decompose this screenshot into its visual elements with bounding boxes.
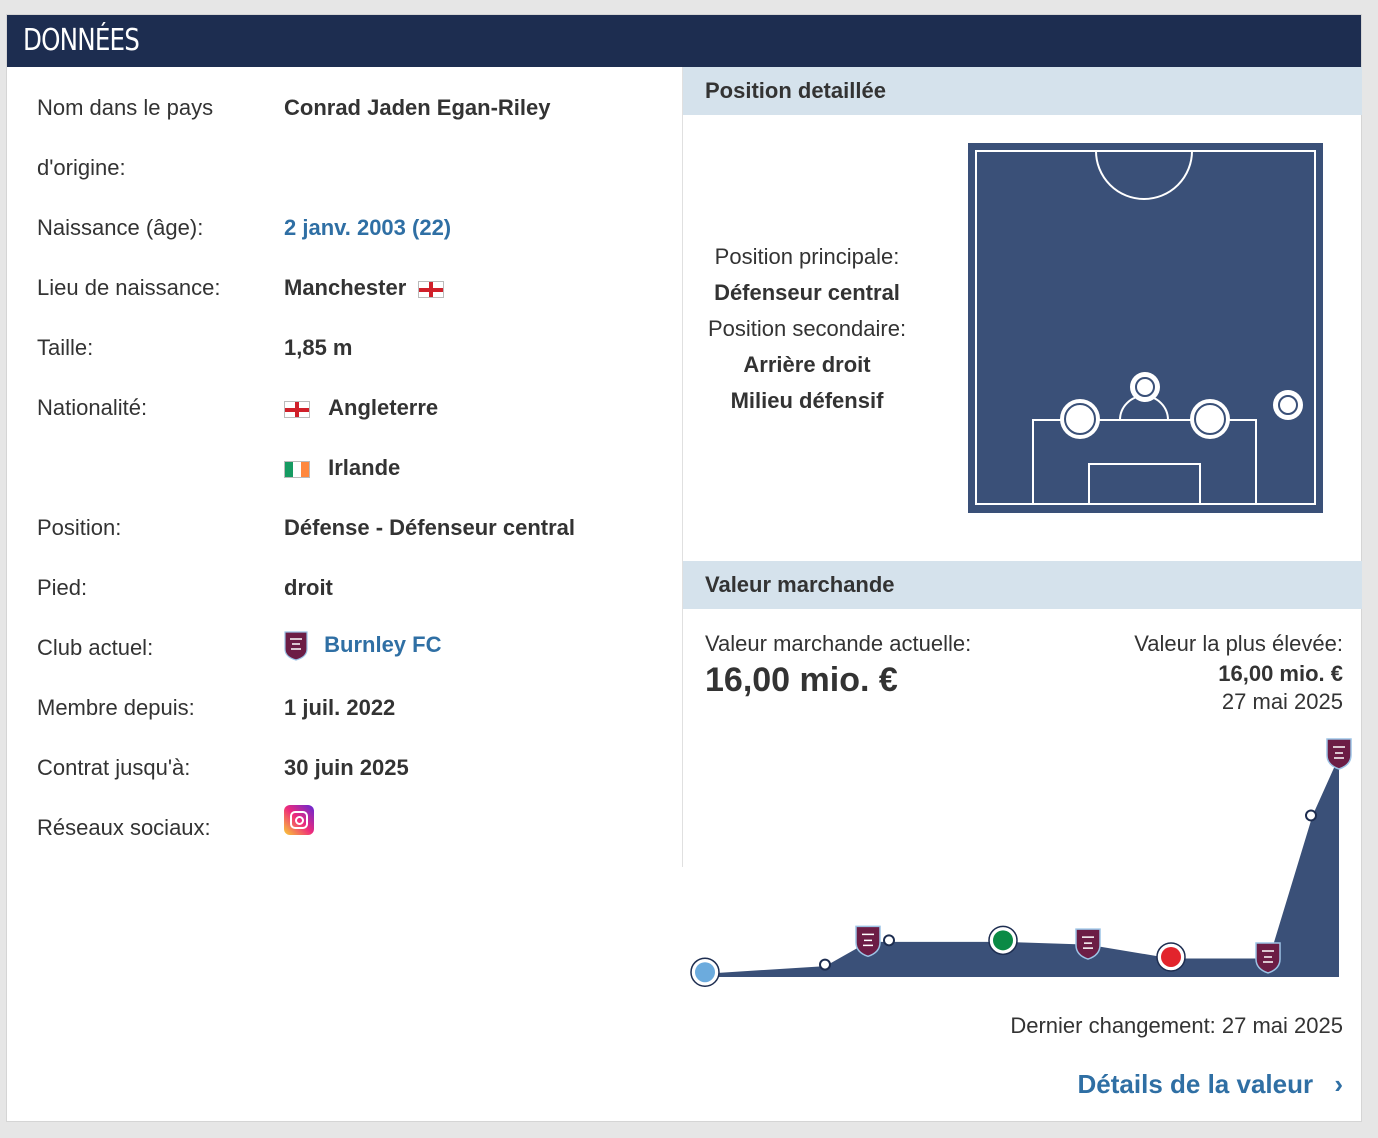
ireland-flag-icon xyxy=(284,460,310,478)
label-joined: Membre depuis: xyxy=(37,695,195,720)
current-club-link[interactable]: Burnley FC xyxy=(324,631,442,657)
england-flag-icon xyxy=(284,400,310,418)
market-value-chart[interactable] xyxy=(683,737,1363,997)
position-section-title: Position detaillée xyxy=(705,78,886,103)
label-birthplace: Lieu de naissance: xyxy=(37,275,221,300)
chart-line xyxy=(704,752,1341,974)
current-club[interactable]: Burnley FC xyxy=(284,631,441,661)
section-title: DONNÉES xyxy=(23,23,140,58)
current-value-label: Valeur marchande actuelle: xyxy=(705,631,972,656)
position-details: Position principale: Défenseur central P… xyxy=(683,239,931,419)
burnley-crest-icon xyxy=(284,631,308,661)
chart-point-club-man-city[interactable] xyxy=(690,957,720,987)
joined-value: 1 juil. 2022 xyxy=(284,695,396,720)
player-data-card: DONNÉES Nom dans le pays d'origine: Conr… xyxy=(6,14,1362,1122)
contract-value: 30 juin 2025 xyxy=(284,755,409,780)
label-nationality: Nationalité: xyxy=(37,395,148,420)
position-marker-dm xyxy=(1130,372,1160,402)
birthplace-text: Manchester xyxy=(284,275,407,300)
social-links xyxy=(284,805,314,841)
position-value: Défense - Défenseur central xyxy=(284,515,575,540)
value-native-name: Conrad Jaden Egan-Riley xyxy=(284,95,551,120)
chart-point[interactable] xyxy=(819,958,831,971)
label-birth: Naissance (âge): xyxy=(37,215,204,240)
column-divider xyxy=(682,67,683,867)
last-change-text: Dernier changement: 27 mai 2025 xyxy=(1010,1013,1343,1038)
chart-point[interactable] xyxy=(1305,809,1317,822)
england-flag-icon xyxy=(418,280,445,298)
label-social: Réseaux sociaux: xyxy=(37,815,211,840)
facts-panel: Nom dans le pays d'origine: Conrad Jaden… xyxy=(7,67,683,1123)
current-value: 16,00 mio. € xyxy=(705,661,898,699)
label-position: Position: xyxy=(37,515,122,540)
secondary-position-2: Milieu défensif xyxy=(730,388,884,413)
label-height: Taille: xyxy=(37,335,94,360)
market-value-header: Valeur marchande xyxy=(683,561,1362,609)
chart-point-club-burnley[interactable] xyxy=(1326,738,1352,770)
foot-value: droit xyxy=(284,575,333,600)
nationality-1: Angleterre xyxy=(284,395,438,421)
label-current-club: Club actuel: xyxy=(37,635,154,660)
value-details-link-text: Détails de la valeur xyxy=(1077,1069,1314,1099)
right-panel: Position detaillée Position principale: … xyxy=(683,67,1363,1123)
highest-value-date: 27 mai 2025 xyxy=(1221,689,1343,714)
section-header: DONNÉES xyxy=(7,15,1361,67)
nationality-1-text: Angleterre xyxy=(328,395,439,420)
chevron-right-icon: › xyxy=(1334,1069,1343,1099)
chart-area xyxy=(705,753,1339,977)
chart-point-club-burnley[interactable] xyxy=(855,925,881,958)
nationality-2: Irlande xyxy=(284,455,400,481)
birthplace-value: Manchester xyxy=(284,275,445,301)
position-marker-cb-right xyxy=(1190,399,1230,439)
chart-point-club-hibernian[interactable] xyxy=(988,925,1018,956)
main-position-value: Défenseur central xyxy=(714,280,900,305)
chart-point-club-burnley[interactable] xyxy=(1255,942,1281,974)
nationality-2-text: Irlande xyxy=(328,455,401,480)
position-marker-cb-left xyxy=(1060,399,1100,439)
position-section-header: Position detaillée xyxy=(683,67,1362,115)
position-pitch xyxy=(968,143,1323,513)
market-value-title: Valeur marchande xyxy=(705,572,895,597)
label-foot: Pied: xyxy=(37,575,88,600)
position-marker-rb xyxy=(1273,390,1303,420)
main-position-label: Position principale: xyxy=(714,244,900,269)
secondary-position-1: Arrière droit xyxy=(743,352,871,377)
value-details-link[interactable]: Détails de la valeur › xyxy=(1078,1069,1343,1100)
height-value: 1,85 m xyxy=(284,335,353,360)
chart-point-club-burnley[interactable] xyxy=(1075,928,1101,960)
instagram-icon[interactable] xyxy=(284,805,314,835)
label-contract: Contrat jusqu'à: xyxy=(37,755,191,780)
highest-value-label: Valeur la plus élevée: xyxy=(1134,631,1343,656)
label-native-name: Nom dans le pays xyxy=(37,95,214,120)
chart-point-club-psv[interactable] xyxy=(1156,942,1186,972)
label-native-name-2: d'origine: xyxy=(37,155,126,180)
birthdate-link[interactable]: 2 janv. 2003 (22) xyxy=(284,215,452,240)
secondary-position-label: Position secondaire: xyxy=(707,316,907,341)
highest-value: 16,00 mio. € xyxy=(1218,661,1343,686)
chart-point[interactable] xyxy=(883,934,895,947)
